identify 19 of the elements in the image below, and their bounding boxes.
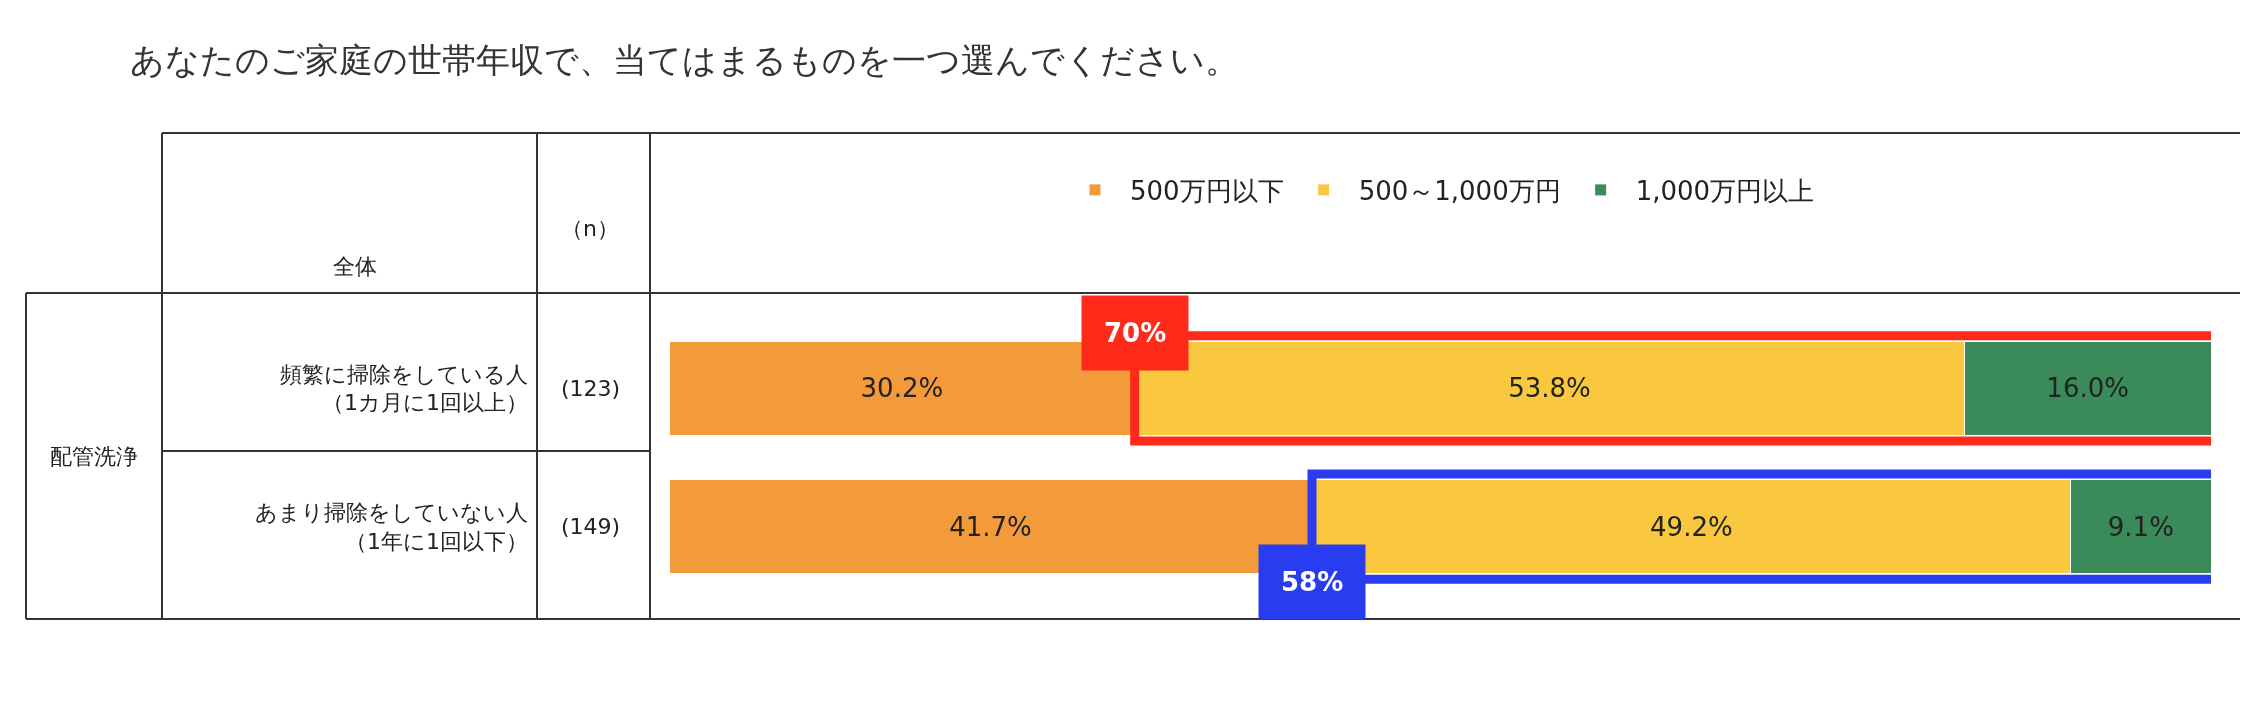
data-label: 53.8% — [1508, 373, 1591, 404]
legend-label: 500～1,000万円 — [1358, 176, 1561, 207]
data-label: 9.1% — [2107, 511, 2174, 542]
text: （n） — [561, 216, 619, 241]
text: 全体 — [333, 254, 377, 279]
data-label: 16.0% — [2046, 373, 2129, 404]
text: (123) — [561, 376, 621, 401]
data-label: 41.7% — [949, 511, 1032, 542]
data-label: 30.2% — [860, 373, 944, 404]
y-tick-label: 頻繁に掃除をしている人（1カ月に1回以上） — [280, 361, 528, 416]
annotation: 58% — [1281, 567, 1344, 597]
y-tick-label: あまり掃除をしていない人（1年に1回以下） — [255, 500, 528, 554]
chart-title: あなたのご家庭の世帯年収で、当てはまるものを一つ選んでください。 — [130, 39, 1239, 80]
text: 配管洗浄 — [50, 444, 138, 469]
data-label: 49.2% — [1650, 511, 1733, 542]
legend-label: 500万円以下 — [1130, 176, 1284, 207]
annotation: 70% — [1104, 318, 1167, 348]
legend-label: 1,000万円以上 — [1635, 176, 1815, 207]
text: (149) — [561, 514, 621, 539]
